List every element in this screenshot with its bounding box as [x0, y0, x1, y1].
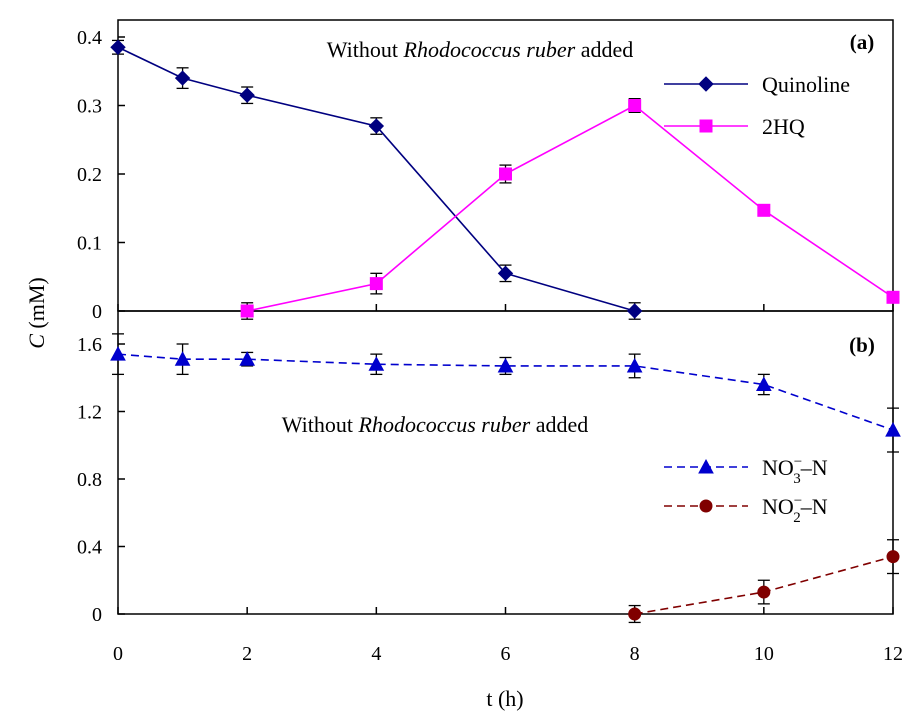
- data-point-NO3−–N: [626, 357, 643, 373]
- xtick-label: 12: [883, 643, 903, 665]
- panel-0-ytick-label: 0.2: [77, 164, 102, 186]
- xtick-label: 4: [371, 643, 381, 665]
- y-axis-title: C (mM): [24, 277, 49, 349]
- data-point-Quinoline: [497, 265, 514, 282]
- data-point-Quinoline: [626, 303, 643, 319]
- series-line-NO3−–N: [117, 353, 894, 431]
- legend-marker-NO2−–N: [699, 499, 713, 513]
- panel-0-annotation: Without Rhodococcus ruber added: [327, 37, 633, 62]
- panel-0-ytick-label: 0.3: [77, 96, 102, 118]
- text-layer: 0 0.1 0.2 0.3 0.4 0 0.4 0.8 1.2 1.6 0 2 4 6 8 10 12 t (h)…: [24, 27, 903, 711]
- legend-marker-NO3−–N: [698, 458, 714, 474]
- series-line-2HQ: [247, 104, 894, 312]
- panel-0-ytick-label: 0: [92, 301, 102, 323]
- series-line-Quinoline: [117, 46, 635, 312]
- panel-1-ytick-label: 1.6: [77, 334, 102, 356]
- data-point-Quinoline: [174, 70, 191, 86]
- panel-1-ytick-label: 0: [92, 604, 102, 626]
- data-point-NO3−–N: [497, 357, 514, 373]
- panel-label-1: (b): [849, 333, 875, 357]
- data-point-NO3−–N: [239, 351, 256, 366]
- xtick-label: 0: [113, 643, 123, 665]
- data-point-Quinoline: [368, 118, 385, 134]
- legend-label-2HQ: 2HQ: [762, 114, 805, 139]
- data-point-2HQ: [886, 290, 900, 304]
- data-point-NO2−–N: [886, 550, 900, 564]
- panel-1-ytick-label: 1.2: [77, 402, 102, 424]
- xtick-label: 2: [242, 643, 252, 665]
- legend-layer: Quinoline 2HQ NO− 3–N NO− 2–N: [664, 72, 850, 526]
- xtick-label: 8: [630, 643, 640, 665]
- panel-1-ytick-label: 0.4: [77, 537, 102, 559]
- panel-1-ytick-label: 0.8: [77, 469, 102, 491]
- data-point-NO3−–N: [885, 422, 901, 437]
- data-point-2HQ: [628, 99, 642, 112]
- legend-marker-2HQ: [699, 119, 713, 133]
- data-point-NO3−–N: [110, 346, 126, 361]
- panel-1-annotation: Without Rhodococcus ruber added: [282, 412, 588, 437]
- legend-marker-Quinoline: [698, 76, 714, 92]
- data-point-NO3−–N: [174, 351, 191, 366]
- data-point-NO2−–N: [757, 585, 771, 599]
- legend-label-NO3−–N: NO− 3–N: [762, 454, 828, 487]
- panel-label-0: (a): [850, 30, 875, 54]
- legend-label-NO2−–N: NO− 2–N: [762, 493, 828, 526]
- panel-0-ytick-label: 0.1: [77, 233, 102, 255]
- data-point-2HQ: [499, 167, 512, 181]
- panel-0-ytick-label: 0.4: [77, 27, 102, 49]
- data-point-NO3−–N: [368, 356, 385, 371]
- x-axis-title: t (h): [486, 686, 523, 711]
- marker-layer: [110, 39, 901, 621]
- legend-label-Quinoline: Quinoline: [762, 72, 850, 97]
- xtick-label: 10: [754, 643, 774, 665]
- data-point-2HQ: [369, 277, 383, 291]
- data-point-2HQ: [757, 203, 771, 217]
- data-point-NO3−–N: [755, 376, 772, 391]
- xtick-label: 6: [501, 643, 511, 665]
- data-point-Quinoline: [110, 39, 126, 55]
- data-point-NO2−–N: [628, 607, 642, 621]
- data-point-2HQ: [240, 304, 254, 318]
- data-point-Quinoline: [239, 87, 255, 103]
